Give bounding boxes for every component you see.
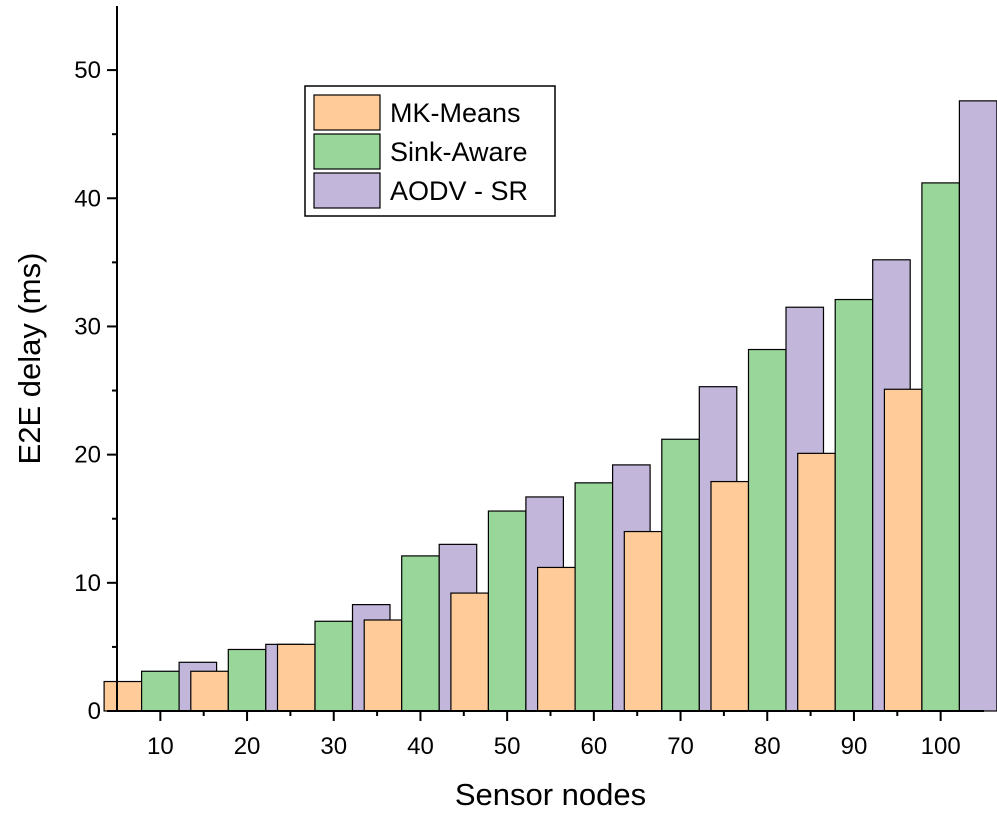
legend-swatch-mk-means: [313, 94, 381, 131]
y-axis-title: E2E delay (ms): [12, 253, 47, 465]
bar-mk-means-20: [190, 670, 229, 712]
bar-mk-means-80: [710, 480, 750, 712]
x-tick-label-30: 30: [320, 733, 347, 760]
bar-sink-aware-90: [834, 298, 874, 712]
y-tick-label-20: 20: [74, 442, 101, 469]
bar-sink-aware-30: [314, 620, 354, 712]
y-tick-label-40: 40: [74, 185, 101, 212]
legend-label-mk-means: MK-Means: [390, 98, 521, 128]
legend: MK-Means Sink-Aware AODV - SR: [304, 85, 556, 217]
x-tick-label-70: 70: [667, 733, 694, 760]
x-tick-label-50: 50: [494, 733, 521, 760]
legend-label-aodv-sr: AODV - SR: [390, 176, 528, 206]
legend-items: MK-Means Sink-Aware AODV - SR: [313, 94, 528, 209]
x-tick-label-40: 40: [407, 733, 434, 760]
bar-sink-aware-60: [574, 482, 614, 712]
bar-sink-aware-80: [747, 348, 787, 712]
x-tick-label-10: 10: [147, 733, 174, 760]
ticks-layer: 0 10 20 30 40 50 10 20 30 40 50 60 70 80 90 100: [74, 57, 960, 760]
bar-mk-means-10: [103, 680, 143, 712]
bar-mk-means-60: [536, 566, 576, 712]
bar-sink-aware-10: [141, 670, 180, 712]
bar-mk-means-40: [363, 619, 403, 712]
bar-mk-means-90: [797, 452, 836, 712]
legend-swatch-aodv-sr: [313, 172, 381, 209]
bar-sink-aware-70: [661, 438, 700, 712]
x-tick-label-60: 60: [580, 733, 607, 760]
bars-layer: [103, 100, 997, 712]
legend-label-sink-aware: Sink-Aware: [390, 137, 528, 167]
x-tick-label-80: 80: [754, 733, 781, 760]
bar-sink-aware-100: [921, 182, 961, 712]
bar-mk-means-70: [623, 530, 663, 712]
bar-sink-aware-20: [227, 648, 267, 712]
x-tick-label-100: 100: [921, 733, 961, 760]
bar-mk-means-100: [883, 388, 923, 712]
y-tick-label-10: 10: [74, 570, 101, 597]
x-tick-label-20: 20: [234, 733, 261, 760]
x-axis-title: Sensor nodes: [455, 777, 646, 812]
y-tick-label-30: 30: [74, 313, 101, 340]
y-tick-label-50: 50: [74, 57, 101, 84]
bar-sink-aware-40: [401, 555, 440, 712]
bar-sink-aware-50: [487, 510, 527, 712]
bar-mk-means-50: [450, 592, 489, 712]
legend-swatch-sink-aware: [313, 133, 381, 170]
bar-mk-means-30: [276, 643, 316, 712]
x-tick-label-90: 90: [841, 733, 868, 760]
bar-aodv-sr-100: [958, 100, 997, 712]
y-tick-label-0: 0: [88, 698, 101, 725]
